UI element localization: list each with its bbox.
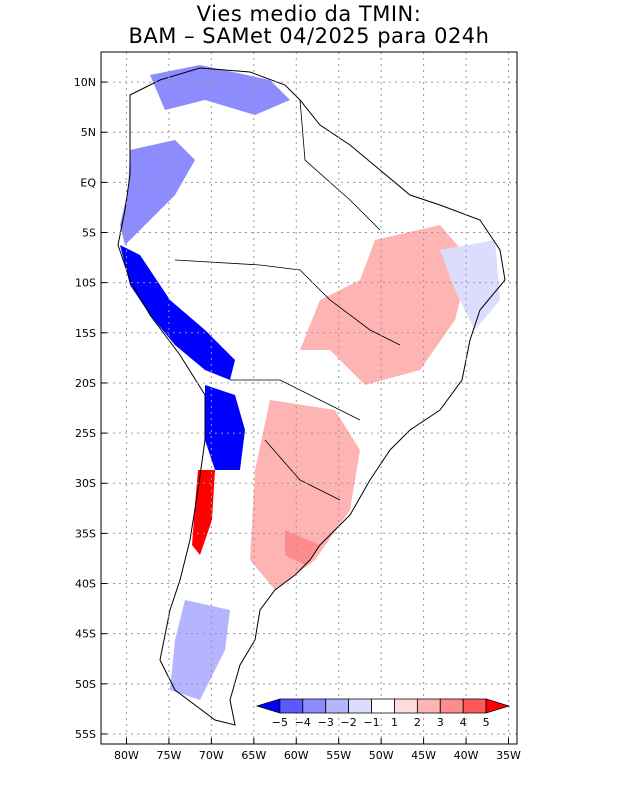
bias-patch-peru-negative (120, 245, 235, 380)
lon-label: 35W (496, 749, 521, 762)
lat-label: 20S (75, 377, 96, 390)
lat-label: EQ (80, 176, 96, 189)
lat-label: 15S (75, 327, 96, 340)
colorbar-label: −5 (272, 716, 288, 729)
longitude-labels: 80W 75W 70W 65W 60W 55W 50W 45W 40W 35W (114, 749, 521, 762)
colorbar-swatch (416, 698, 441, 714)
colorbar-swatch (255, 698, 281, 714)
colorbar-swatch (462, 698, 487, 714)
bias-patch-andes-negative (120, 140, 195, 245)
plot-frame (100, 51, 518, 745)
lon-label: 70W (199, 749, 224, 762)
colorbar-label: 1 (391, 716, 398, 729)
lat-label: 40S (75, 578, 96, 591)
latitude-labels: 10N 5N EQ 5S 10S 15S 20S 25S 30S 35S 40S 45S 50S 55S (74, 76, 97, 741)
colorbar-swatch (485, 698, 511, 714)
colorbar: −5 −4 −3 −2 −1 1 2 3 4 5 (255, 698, 511, 729)
colorbar-label: 2 (414, 716, 421, 729)
internal-border-2 (230, 379, 361, 421)
colorbar-label: −3 (318, 716, 334, 729)
map-title-line-2: BAM – SAMet 04/2025 para 024h (128, 24, 490, 48)
colorbar-swatch (348, 698, 372, 714)
colorbar-label: 3 (437, 716, 444, 729)
internal-border-3 (299, 99, 381, 231)
lat-label: 30S (75, 477, 96, 490)
bias-patch-pampas-positive (285, 530, 320, 565)
colorbar-label: −2 (341, 716, 357, 729)
colorbar-swatch (325, 698, 350, 714)
internal-border-4 (264, 439, 341, 501)
bias-patch-caribbean-negative (150, 65, 290, 115)
lon-label: 45W (411, 749, 436, 762)
south-america-coastline (117, 67, 506, 726)
lon-label: 60W (284, 749, 309, 762)
colorbar-label: 4 (460, 716, 467, 729)
lat-label: 55S (75, 728, 96, 741)
bias-patch-argentina-positive (250, 400, 360, 590)
lat-label: 35S (75, 527, 96, 540)
lon-label: 75W (156, 749, 181, 762)
bias-patch-brazil-positive (300, 225, 470, 385)
graticule (101, 52, 517, 744)
lon-label: 50W (369, 749, 394, 762)
lon-label: 55W (326, 749, 351, 762)
map-title-line-1: Vies medio da TMIN: (196, 2, 422, 26)
colorbar-swatch (279, 698, 304, 714)
bias-patch-patagonia-negative (170, 600, 230, 700)
coastlines (117, 67, 506, 726)
lat-label: 5N (81, 126, 96, 139)
bias-patch-chile-negative (205, 385, 245, 470)
lat-label: 25S (75, 427, 96, 440)
lat-label: 10N (74, 76, 96, 89)
colorbar-swatch (439, 698, 464, 714)
colorbar-label: −1 (363, 716, 379, 729)
colorbar-label: −4 (295, 716, 311, 729)
colorbar-swatch (302, 698, 327, 714)
lat-label: 5S (82, 227, 96, 240)
lat-label: 10S (75, 277, 96, 290)
lon-label: 40W (454, 749, 479, 762)
colorbar-label: 5 (483, 716, 490, 729)
lat-label: 50S (75, 678, 96, 691)
lon-label: 80W (114, 749, 139, 762)
lat-label: 45S (75, 628, 96, 641)
lon-label: 65W (241, 749, 266, 762)
colorbar-swatch (394, 698, 418, 714)
internal-border-1 (174, 259, 401, 346)
colorbar-swatch (371, 698, 395, 714)
bias-patch-ne-brazil-negative (440, 240, 500, 330)
